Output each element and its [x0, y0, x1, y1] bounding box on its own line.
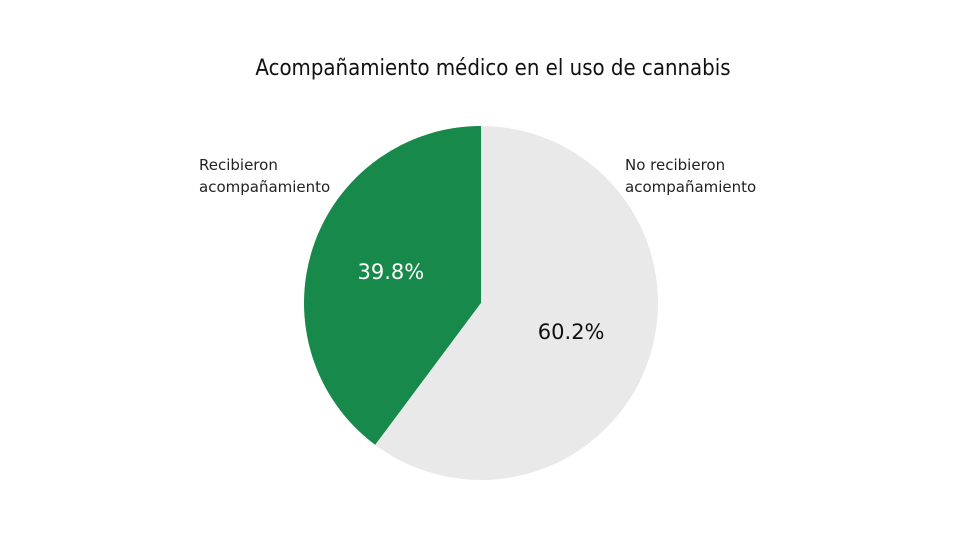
pie-slice [375, 126, 658, 480]
value-label: 39.8% [357, 260, 424, 284]
pie-slice [303, 126, 481, 445]
category-label: Recibieron acompañamiento [199, 156, 331, 196]
category-label: No recibieron acompañamiento [625, 156, 757, 196]
chart-title: Acompañamiento médico en el uso de canna… [255, 56, 731, 81]
value-label: 60.2% [538, 320, 605, 344]
